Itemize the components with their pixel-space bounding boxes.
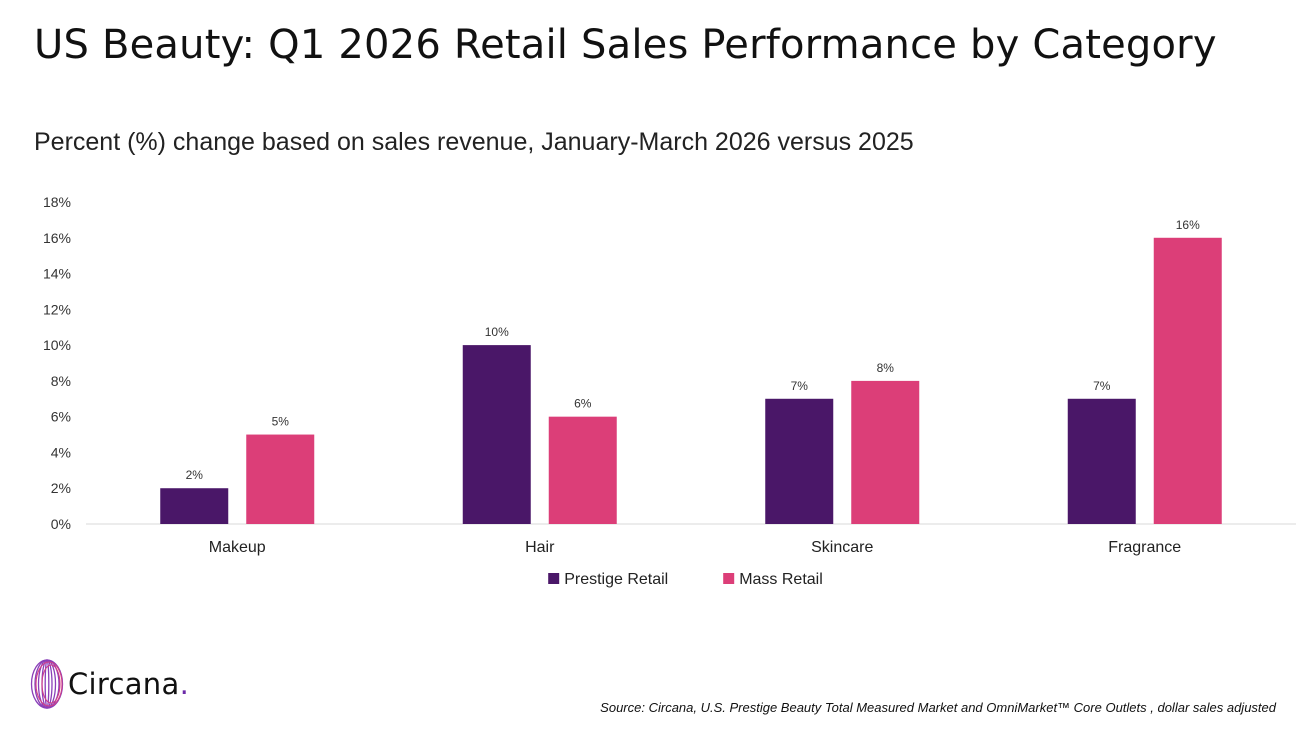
bar [462,345,531,524]
bar [246,434,315,524]
y-tick-label: 8% [51,373,71,389]
y-tick-label: 12% [43,301,71,317]
y-tick-label: 2% [51,480,71,496]
data-label: 8% [877,361,895,375]
bar [160,488,229,524]
data-label: 16% [1176,218,1200,232]
data-label: 5% [272,415,290,429]
y-tick-label: 16% [43,230,71,246]
bar [1067,398,1136,524]
legend-swatch [723,573,735,584]
bar [1153,237,1222,524]
legend-swatch [548,573,560,584]
bar-chart: 0% 2% 4% 6% 8% 10% 12% 14% 16% 18% 2% 5% Makeup 10% 6%… [43,194,1296,588]
chart-title: US Beauty: Q1 2026 Retail Sales Performa… [34,22,1217,68]
x-tick-label: Hair [525,539,555,556]
legend-label: Prestige Retail [564,571,668,588]
source-note: Source: Circana, U.S. Prestige Beauty To… [600,700,1276,715]
chart-subtitle: Percent (%) change based on sales revenu… [34,128,914,156]
data-label: 6% [574,397,592,411]
logo-text: Circana [68,667,180,701]
circana-logo: Circana. [30,656,189,712]
data-label: 2% [186,468,204,482]
legend-label: Mass Retail [739,571,823,588]
x-tick-label: Skincare [811,539,873,556]
data-label: 10% [485,325,509,339]
data-label: 7% [791,379,809,393]
x-tick-label: Fragrance [1108,539,1181,556]
y-tick-label: 6% [51,409,71,425]
y-tick-label: 0% [51,516,71,532]
y-tick-label: 14% [43,266,71,282]
circana-sphere-icon [30,659,64,709]
data-label: 7% [1093,379,1111,393]
bar [765,398,834,524]
logo-dot: . [179,667,190,701]
bar [548,416,617,524]
y-tick-label: 18% [43,194,71,210]
y-tick-label: 4% [51,444,71,460]
x-tick-label: Makeup [209,539,266,556]
bar [851,380,920,524]
y-tick-label: 10% [43,337,71,353]
